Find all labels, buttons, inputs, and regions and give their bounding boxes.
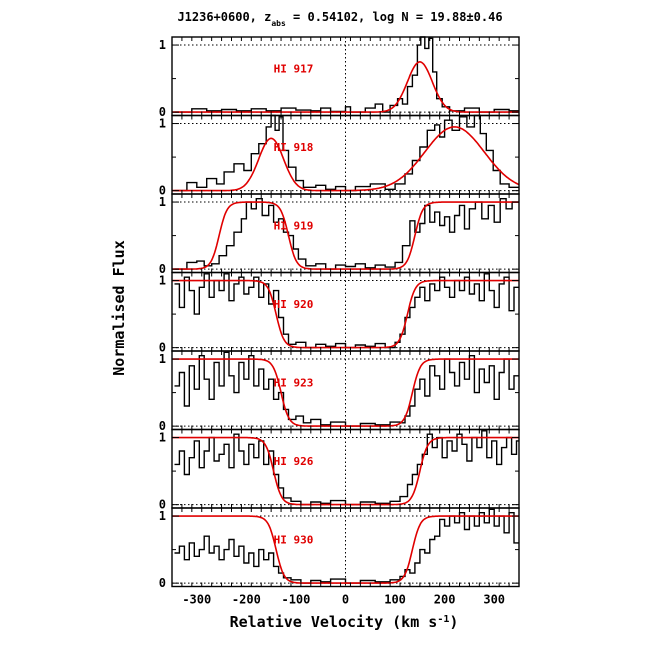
panel-frame	[171, 507, 520, 588]
panel-frame	[171, 193, 520, 274]
x-axis-title-main: Relative Velocity (km s	[230, 613, 438, 631]
figure-title: J1236+0600, zabs = 0.54102, log N = 19.8…	[177, 10, 502, 28]
panel-hi-930: 0 1 HI 930 -300 -200 -100 0 100 200 300	[159, 507, 520, 607]
panel-frame	[171, 36, 520, 117]
x-tick-label: 100	[384, 593, 406, 607]
y-tick-label: 1	[159, 195, 166, 209]
title-suffix: = 0.54102, log N = 19.88±0.46	[286, 10, 503, 24]
y-tick-label: 1	[159, 352, 166, 366]
y-tick-label: 1	[159, 509, 166, 523]
y-tick-label: 0	[159, 262, 166, 276]
x-tick-label: 200	[434, 593, 456, 607]
y-tick-label: 1	[159, 274, 166, 288]
y-tick-label: 1	[159, 38, 166, 52]
model-fit-line	[172, 126, 520, 192]
y-tick-label: 0	[159, 105, 166, 119]
x-axis-title-end: )	[449, 613, 458, 631]
panel-label: HI 920	[274, 298, 314, 311]
model-fit-line	[172, 436, 519, 506]
data-spectrum-line	[174, 273, 519, 349]
y-tick-label: 0	[159, 576, 166, 590]
x-axis-title-exp: -1	[437, 614, 449, 625]
y-tick-label: 0	[159, 184, 166, 198]
data-spectrum-line	[174, 430, 519, 506]
data-spectrum-line	[174, 351, 519, 427]
panel-label: HI 917	[274, 62, 314, 75]
x-axis-title: Relative Velocity (km s-1)	[230, 613, 459, 631]
panel-label: HI 926	[274, 455, 314, 468]
panel-label: HI 918	[274, 141, 314, 154]
panel-hi-920: 0 1 HI 920	[159, 271, 520, 355]
panel-label: HI 923	[274, 376, 314, 389]
x-tick-label: -100	[281, 593, 310, 607]
model-fit-line	[172, 60, 519, 113]
panel-hi-917: 0 1 HI 917	[159, 36, 520, 119]
y-tick-label: 0	[159, 498, 166, 512]
y-axis-title: Normalised Flux	[110, 240, 128, 375]
y-tick-label: 1	[159, 117, 166, 131]
x-tick-label: -200	[232, 593, 261, 607]
x-tick-label: 300	[483, 593, 505, 607]
data-spectrum-line	[174, 198, 519, 270]
x-tick-label: -300	[182, 593, 211, 607]
title-prefix: J1236+0600, z	[177, 10, 271, 24]
y-tick-label: 0	[159, 341, 166, 355]
model-fit-line	[172, 358, 519, 427]
panel-hi-918: 0 1 HI 918	[159, 114, 520, 198]
panel-hi-919: 0 1 HI 919	[159, 193, 520, 276]
panel-frame	[171, 428, 520, 509]
y-tick-label: 1	[159, 431, 166, 445]
panel-hi-926: 0 1 HI 926	[159, 428, 520, 512]
y-tick-label: 0	[159, 419, 166, 433]
model-fit-line	[172, 279, 519, 349]
model-fit-line	[172, 201, 519, 270]
x-tick-label: 0	[342, 593, 349, 607]
panel-hi-923: 0 1 HI 923	[159, 350, 520, 433]
title-subscript: abs	[271, 19, 286, 28]
data-spectrum-line	[174, 36, 519, 113]
panel-label: HI 919	[274, 219, 314, 232]
model-fit-line	[172, 515, 519, 584]
data-spectrum-line	[174, 508, 519, 584]
data-spectrum-line	[174, 114, 519, 192]
panel-label: HI 930	[274, 533, 314, 546]
